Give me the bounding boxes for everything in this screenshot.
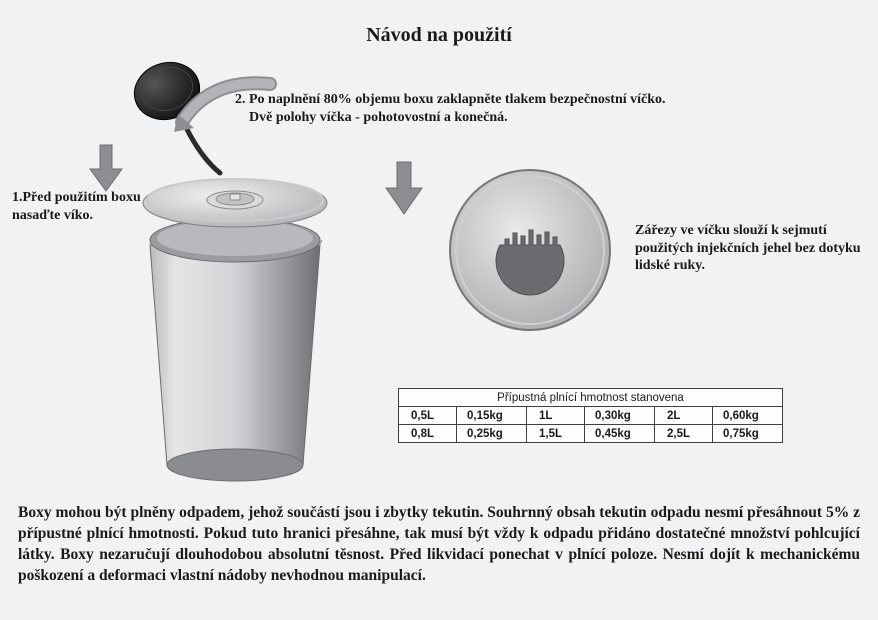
lid-topview-illustration	[445, 165, 615, 335]
arrow-down-left-icon	[86, 143, 126, 193]
step2-line1: 2. Po naplnění 80% objemu boxu zaklapnět…	[235, 92, 666, 107]
warning-paragraph: Boxy mohou být plněny odpadem, jehož sou…	[18, 503, 860, 587]
arrow-curve-icon	[170, 70, 280, 140]
table-row: 0,8L 0,25kg 1,5L 0,45kg 2,5L 0,75kg	[399, 425, 783, 443]
lid-note-text: Zářezy ve víčku slouží k sejmutí použitý…	[635, 222, 870, 275]
step2-text: 2. Po naplnění 80% objemu boxu zaklapnět…	[235, 91, 675, 126]
page-title: Návod na použití	[0, 24, 878, 47]
arrow-down-center-icon	[382, 160, 426, 216]
table-header: Přípustná plnící hmotnost stanovena	[399, 389, 783, 407]
capacity-table: Přípustná plnící hmotnost stanovena 0,5L…	[398, 388, 783, 443]
table-row: 0,5L 0,15kg 1L 0,30kg 2L 0,60kg	[399, 407, 783, 425]
lid-aperture	[496, 230, 564, 295]
container-illustration	[130, 150, 340, 490]
